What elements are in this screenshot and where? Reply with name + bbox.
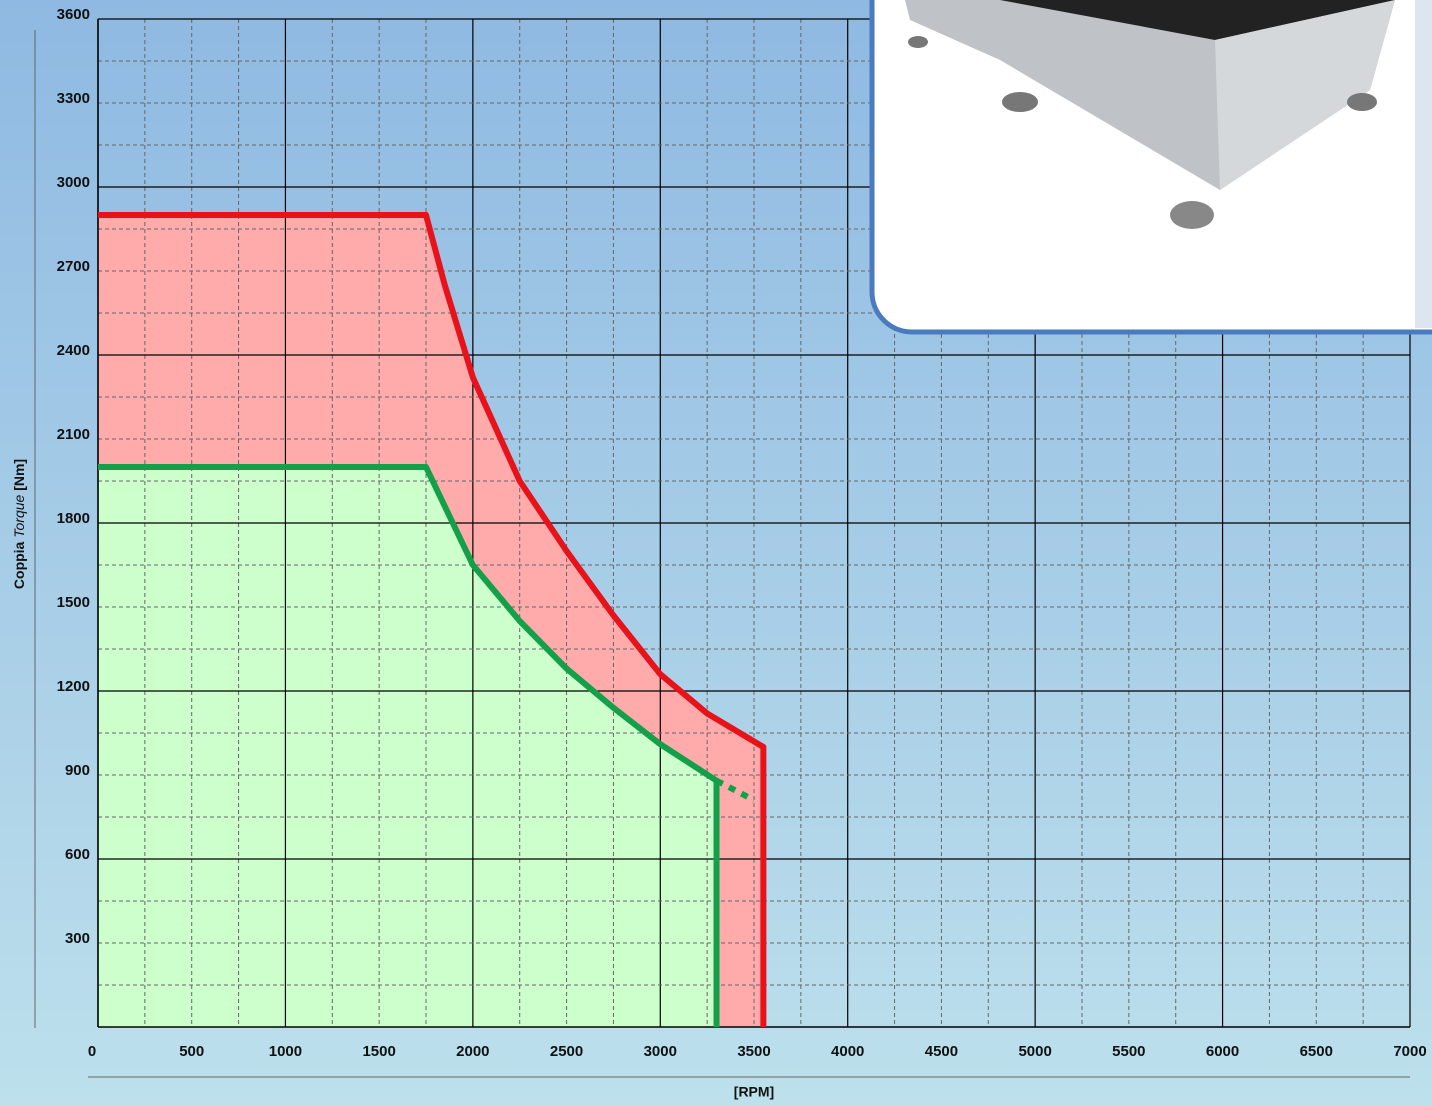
machine-foot (1170, 201, 1214, 229)
y-tick-label: 300 (65, 930, 90, 947)
x-tick-label: 1000 (269, 1043, 302, 1060)
x-tick-label: 6000 (1206, 1043, 1239, 1060)
y-tick-label: 600 (65, 846, 90, 863)
x-tick-label: 5000 (1018, 1043, 1051, 1060)
x-tick-label: 4500 (925, 1043, 958, 1060)
x-tick-label: 500 (179, 1043, 204, 1060)
x-tick-label: 6500 (1300, 1043, 1333, 1060)
y-tick-label: 2700 (57, 258, 90, 275)
x-tick-label: 3000 (644, 1043, 677, 1060)
y-tick-label: 900 (65, 762, 90, 779)
machine-foot (908, 36, 928, 48)
x-axis-title: [RPM] (734, 1084, 774, 1100)
y-tick-label: 3000 (57, 174, 90, 191)
y-tick-label: 1200 (57, 678, 90, 695)
x-tick-label: 4000 (831, 1043, 864, 1060)
inset-photo (872, 0, 1432, 332)
x-tick-label: 7000 (1393, 1043, 1426, 1060)
x-tick-label: 2000 (456, 1043, 489, 1060)
y-tick-label: 3300 (57, 90, 90, 107)
machine-foot (1002, 92, 1038, 112)
y-axis-title: Coppia Torque [Nm] (11, 459, 27, 589)
y-tick-label: 2400 (57, 342, 90, 359)
y-tick-label: 3600 (57, 6, 90, 23)
y-axis-title-main: Coppia (11, 541, 27, 589)
x-tick-label: 5500 (1112, 1043, 1145, 1060)
machine-foot (1347, 93, 1377, 111)
y-tick-label: 2100 (57, 426, 90, 443)
inset-strip (1415, 0, 1432, 328)
x-tick-label: 2500 (550, 1043, 583, 1060)
x-tick-label: 1500 (362, 1043, 395, 1060)
y-axis-title-unit: [Nm] (11, 459, 27, 491)
x-tick-label: 3500 (737, 1043, 770, 1060)
y-axis-title-italic: Torque (11, 494, 27, 537)
y-tick-label: 1800 (57, 510, 90, 527)
y-tick-label: 1500 (57, 594, 90, 611)
x-tick-label: 0 (88, 1043, 96, 1060)
chart: Coppia Torque [Nm] [RPM] 0 500 1000 1500 200… (0, 0, 1432, 1106)
